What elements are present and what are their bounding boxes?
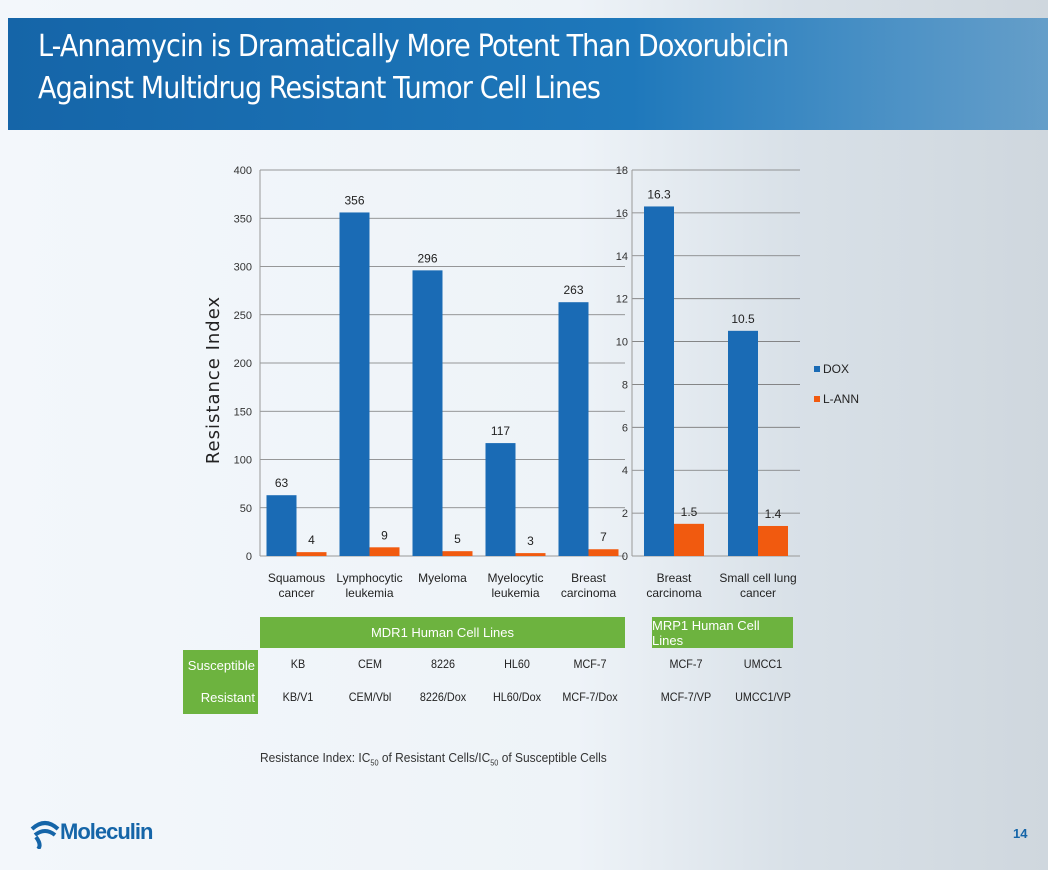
- y-tick-label: 10: [616, 337, 628, 349]
- l-ann-bar: [674, 523, 704, 556]
- data-label: 1.4: [765, 507, 782, 521]
- y-tick-label: 0: [246, 551, 252, 563]
- x-tick-label: carcinoma: [561, 586, 617, 600]
- x-tick-label: carcinoma: [646, 586, 702, 600]
- dox-bar: [728, 330, 758, 556]
- data-label: 1.5: [681, 505, 698, 519]
- y-tick-label: 18: [616, 165, 628, 177]
- resistant-cell-line: HL60/Dox: [492, 690, 542, 704]
- y-tick-label: 400: [234, 165, 252, 177]
- resistant-cell-line: MCF-7/VP: [660, 690, 712, 704]
- x-tick-label: Small cell lung: [719, 571, 796, 585]
- resistant-label: Resistant: [183, 682, 258, 714]
- mrp1-group-label: MRP1 Human Cell Lines: [652, 617, 793, 648]
- l-ann-bar: [515, 553, 546, 556]
- data-label: 7: [600, 530, 607, 544]
- susceptible-cell-line: MCF-7: [573, 657, 607, 671]
- legend-swatch: [814, 366, 820, 372]
- data-label: 63: [275, 476, 289, 490]
- x-tick-label: Squamous: [268, 571, 325, 585]
- resistant-cell-line: KB/V1: [282, 690, 314, 704]
- legend-swatch: [814, 396, 820, 402]
- data-label: 117: [491, 424, 510, 438]
- l-ann-bar: [588, 549, 619, 556]
- resistant-cell-line: UMCC1/VP: [735, 690, 791, 704]
- y-tick-label: 4: [622, 465, 628, 477]
- susceptible-cell-line: 8226: [430, 657, 456, 671]
- y-tick-label: 50: [240, 503, 252, 515]
- x-tick-label: cancer: [278, 586, 314, 600]
- y-tick-label: 250: [234, 310, 252, 322]
- page-number: 14: [1013, 826, 1028, 841]
- y-axis-title: Resistance Index: [203, 296, 224, 464]
- dox-bar: [412, 270, 443, 556]
- dox-bar: [485, 443, 516, 556]
- l-ann-bar: [296, 552, 327, 556]
- x-tick-label: Breast: [657, 571, 692, 585]
- x-tick-label: Myelocytic: [487, 571, 543, 585]
- l-ann-bar: [369, 547, 400, 556]
- y-tick-label: 12: [616, 294, 628, 306]
- mdr1-group-label: MDR1 Human Cell Lines: [260, 617, 625, 648]
- dox-bar: [266, 495, 297, 556]
- susceptible-label: Susceptible: [183, 650, 258, 682]
- x-tick-label: Lymphocytic: [336, 571, 402, 585]
- resistant-cell-line: CEM/Vbl: [348, 690, 392, 704]
- legend-label: DOX: [823, 362, 849, 376]
- x-tick-label: Myeloma: [418, 571, 467, 585]
- resistant-cell-line: 8226/Dox: [419, 690, 467, 704]
- x-tick-label: cancer: [740, 586, 776, 600]
- dox-bar: [558, 302, 589, 556]
- y-tick-label: 14: [616, 251, 628, 263]
- data-label: 10.5: [731, 312, 755, 326]
- title-line-1: L-Annamycin is Dramatically More Potent …: [38, 29, 789, 64]
- y-tick-label: 200: [234, 358, 252, 370]
- footnote: Resistance Index: IC50 of Resistant Cell…: [260, 750, 607, 768]
- y-tick-label: 350: [234, 213, 252, 225]
- y-tick-label: 300: [234, 262, 252, 274]
- x-tick-label: leukemia: [491, 586, 539, 600]
- data-label: 356: [344, 193, 364, 207]
- susceptible-cell-line: MCF-7: [669, 657, 703, 671]
- legend-label: L-ANN: [823, 392, 859, 406]
- data-label: 5: [454, 532, 461, 546]
- data-label: 296: [417, 251, 437, 265]
- data-label: 9: [381, 528, 388, 542]
- data-label: 16.3: [647, 187, 671, 201]
- y-tick-label: 16: [616, 208, 628, 220]
- l-ann-bar: [442, 551, 473, 556]
- y-tick-label: 150: [234, 406, 252, 418]
- slide-title: L-Annamycin is Dramatically More Potent …: [38, 26, 789, 110]
- l-ann-bar: [758, 525, 788, 556]
- y-tick-label: 8: [622, 379, 628, 391]
- y-tick-label: 2: [622, 508, 628, 520]
- susceptible-cell-line: HL60: [504, 657, 530, 671]
- data-label: 263: [563, 283, 583, 297]
- dox-bar: [339, 212, 370, 556]
- moleculin-logo: Moleculin: [30, 815, 153, 849]
- susceptible-cell-line: KB: [290, 657, 306, 671]
- dox-bar: [644, 206, 674, 556]
- y-tick-label: 0: [622, 551, 628, 563]
- logo-icon: [30, 821, 60, 849]
- title-line-2: Against Multidrug Resistant Tumor Cell L…: [38, 71, 601, 106]
- title-bar: [8, 18, 1048, 130]
- y-tick-label: 100: [234, 455, 252, 467]
- resistant-cell-line: MCF-7/Dox: [562, 690, 618, 704]
- data-label: 3: [527, 534, 534, 548]
- x-tick-label: leukemia: [345, 586, 393, 600]
- data-label: 4: [308, 533, 315, 547]
- x-tick-label: Breast: [571, 571, 606, 585]
- susceptible-cell-line: UMCC1: [743, 657, 783, 671]
- susceptible-cell-line: CEM: [357, 657, 382, 671]
- y-tick-label: 6: [622, 422, 628, 434]
